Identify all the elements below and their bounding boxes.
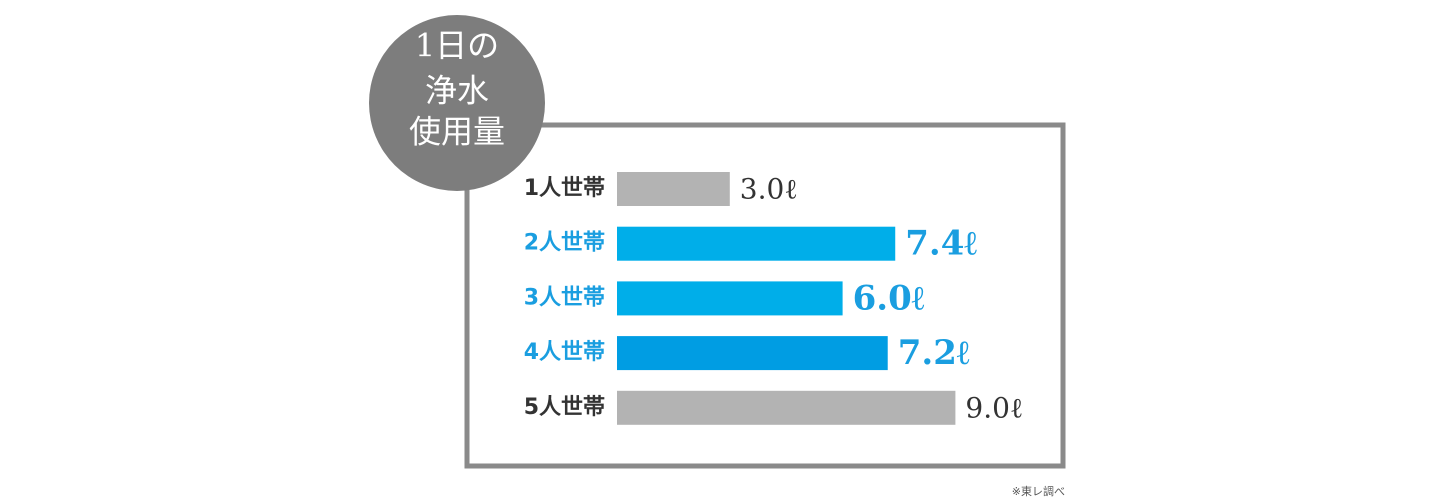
bar bbox=[617, 226, 896, 261]
source-note: ※東レ調べ bbox=[1012, 484, 1065, 498]
value-label: 7.2ℓ bbox=[898, 333, 970, 373]
value-label: 3.0ℓ bbox=[740, 173, 798, 206]
value-label: 9.0ℓ bbox=[965, 391, 1023, 424]
value-label: 6.0ℓ bbox=[853, 278, 925, 318]
bar bbox=[617, 172, 730, 206]
frame bbox=[464, 122, 1066, 469]
category-label: 5人世帯 bbox=[524, 394, 605, 420]
category-label: 3人世帯 bbox=[524, 284, 605, 310]
category-label: 2人世帯 bbox=[524, 230, 605, 256]
chart-title: 浄水 bbox=[425, 72, 489, 110]
category-label: 4人世帯 bbox=[524, 339, 605, 365]
category-label: 1人世帯 bbox=[524, 175, 605, 201]
title-badge bbox=[369, 15, 545, 191]
bar bbox=[617, 281, 843, 316]
chart-title: 1日の bbox=[415, 27, 499, 65]
value-label: 7.4ℓ bbox=[905, 224, 977, 264]
bar bbox=[617, 336, 888, 371]
bar bbox=[617, 390, 956, 425]
chart-title: 使用量 bbox=[409, 113, 505, 151]
